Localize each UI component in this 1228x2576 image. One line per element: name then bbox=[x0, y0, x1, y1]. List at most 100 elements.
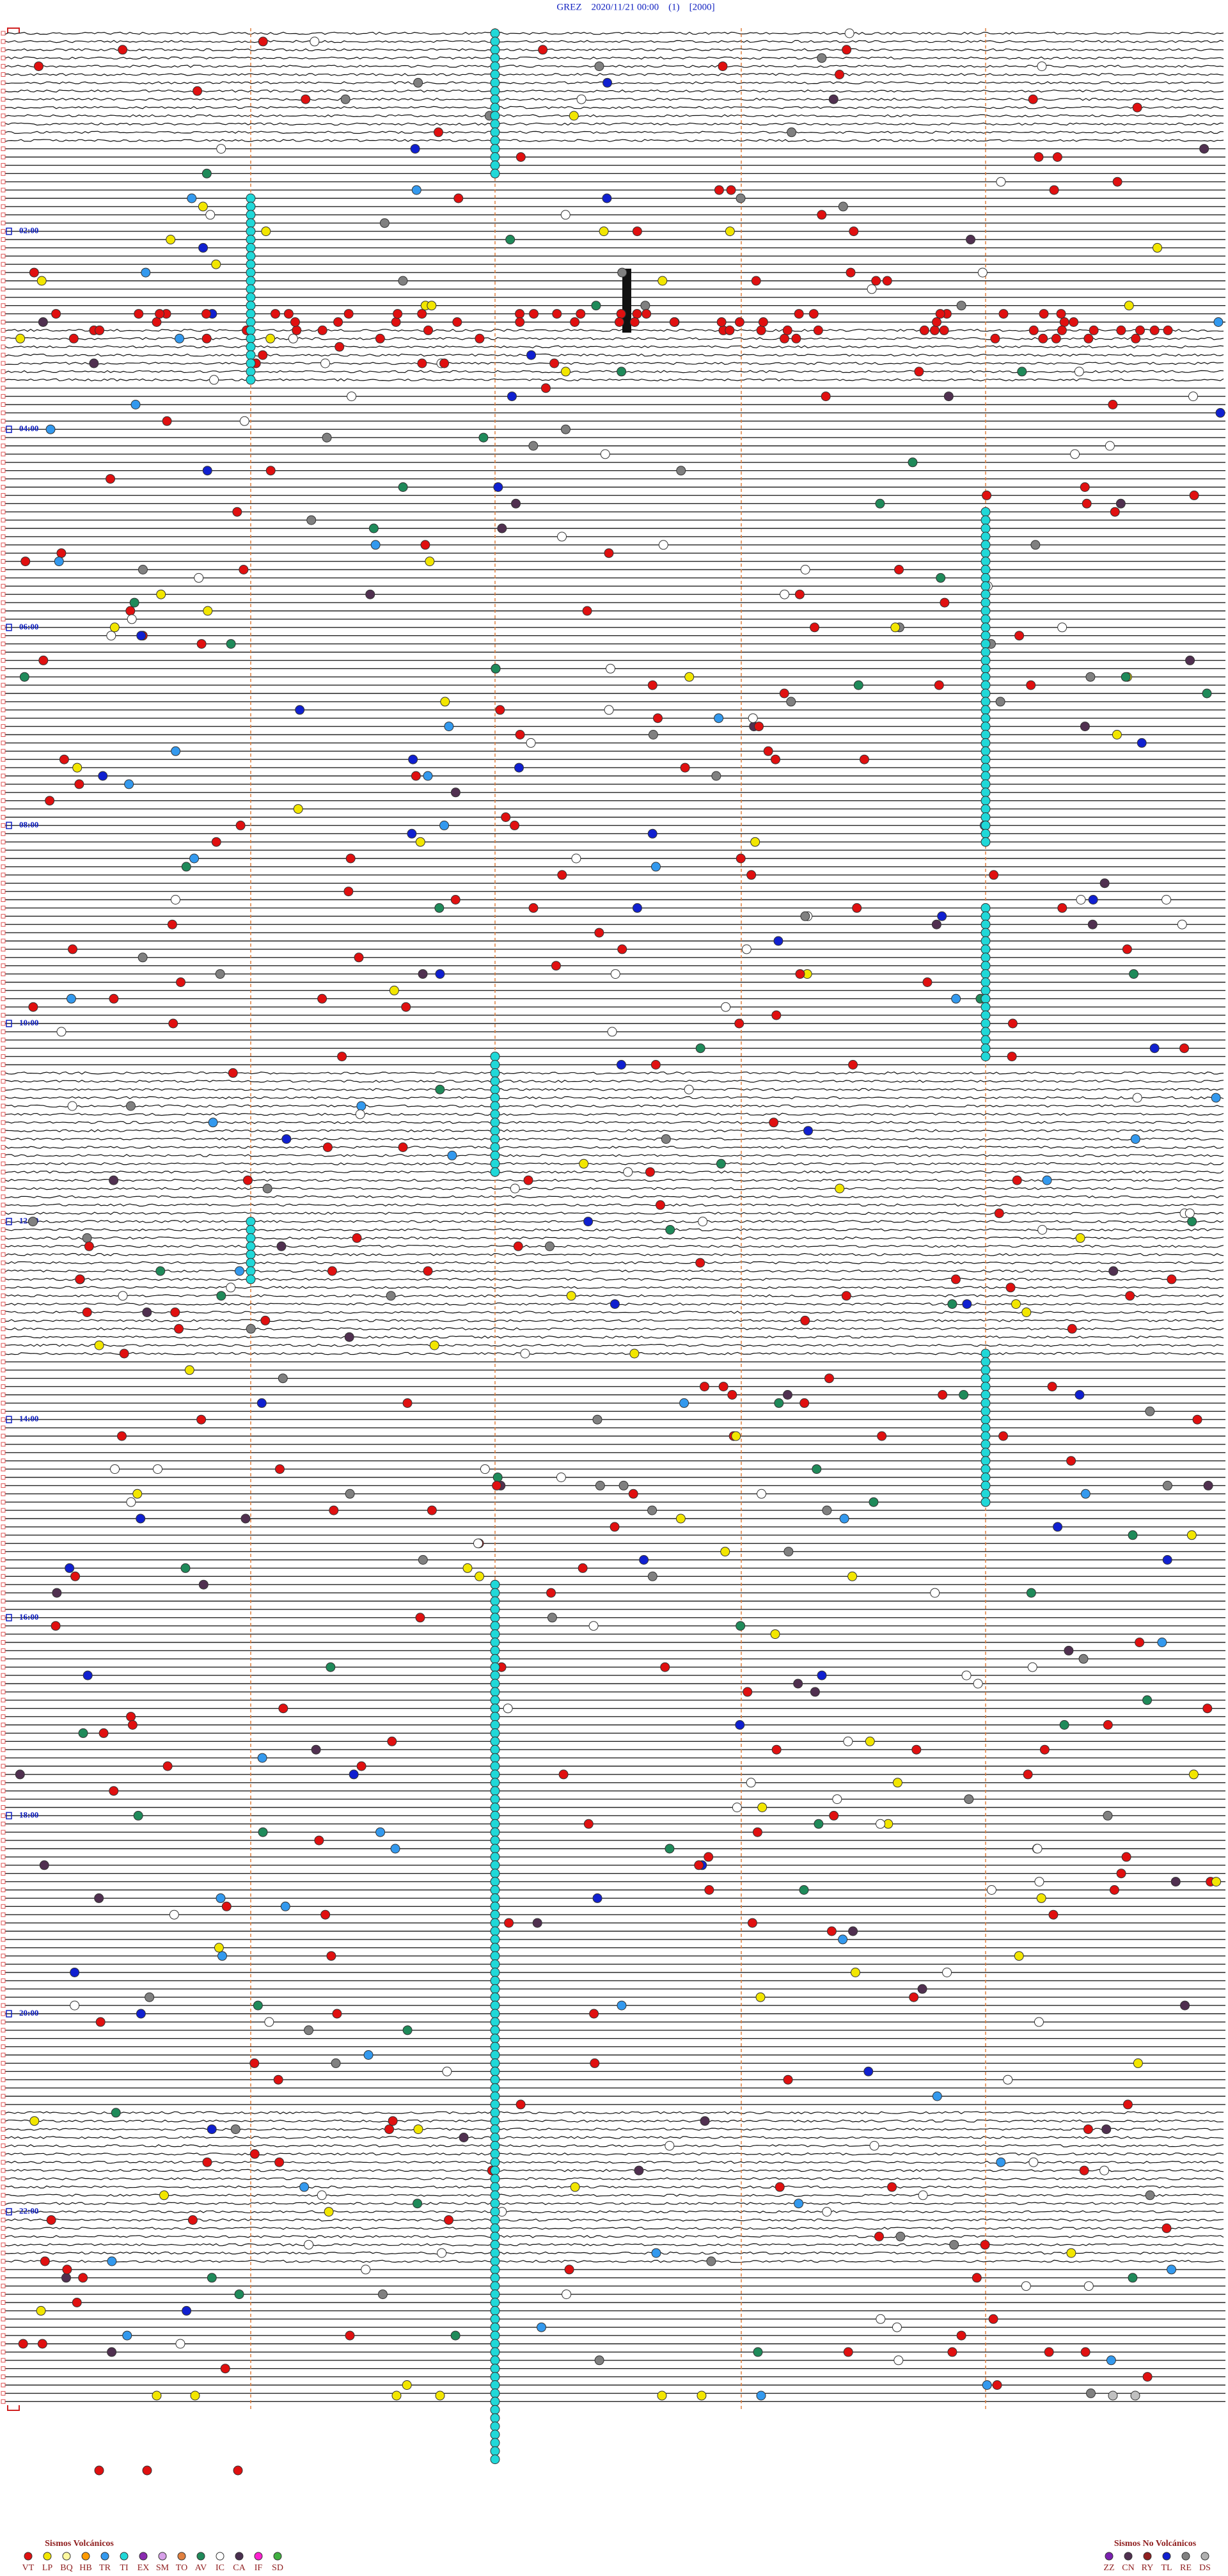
event bbox=[1089, 325, 1099, 335]
row-marker bbox=[1, 1095, 6, 1100]
event bbox=[490, 2124, 500, 2135]
legend-swatch bbox=[62, 2552, 71, 2561]
event bbox=[109, 993, 119, 1004]
event bbox=[495, 705, 505, 715]
event bbox=[490, 1613, 500, 1623]
event bbox=[207, 2273, 217, 2283]
event bbox=[647, 828, 657, 839]
event bbox=[490, 1052, 500, 1062]
event bbox=[595, 1480, 605, 1490]
trace bbox=[4, 1071, 1224, 1075]
event bbox=[415, 837, 425, 847]
legend-title: Sismos No Volcánicos bbox=[1114, 2539, 1197, 2548]
event bbox=[980, 540, 991, 550]
time-marker bbox=[6, 624, 12, 631]
event bbox=[980, 705, 991, 715]
row-marker bbox=[1, 2127, 6, 2132]
event bbox=[799, 1398, 810, 1408]
event bbox=[490, 152, 500, 162]
event bbox=[980, 820, 991, 830]
event bbox=[398, 1142, 408, 1152]
event bbox=[1007, 1052, 1017, 1062]
row-marker bbox=[1, 138, 6, 143]
event bbox=[46, 2215, 56, 2225]
event bbox=[1149, 1043, 1160, 1054]
row-marker bbox=[1, 1698, 6, 1703]
event bbox=[610, 1522, 620, 1532]
event bbox=[413, 77, 423, 88]
row-marker bbox=[1, 72, 6, 77]
trace bbox=[4, 2177, 1224, 2181]
event bbox=[377, 2289, 388, 2300]
row-marker bbox=[1, 1029, 6, 1034]
trace bbox=[4, 1153, 1224, 1157]
event bbox=[490, 1687, 500, 1697]
event bbox=[876, 2314, 886, 2324]
legend-code: RE bbox=[1180, 2563, 1192, 2573]
row-marker bbox=[1, 1888, 6, 1892]
event bbox=[980, 928, 991, 938]
event bbox=[1186, 1530, 1197, 1540]
event bbox=[734, 1018, 744, 1029]
row-marker bbox=[1, 815, 6, 819]
row-marker bbox=[1, 386, 6, 391]
event bbox=[1108, 1266, 1119, 1276]
event bbox=[980, 1002, 991, 1012]
event bbox=[490, 2000, 500, 2011]
event bbox=[632, 226, 642, 237]
event bbox=[389, 985, 399, 995]
row-marker bbox=[1, 122, 6, 127]
row-marker bbox=[1, 790, 6, 795]
row-marker bbox=[1, 1128, 6, 1134]
row-marker bbox=[1, 2135, 6, 2140]
event bbox=[490, 86, 500, 96]
event bbox=[843, 2347, 853, 2357]
row-marker bbox=[1, 1491, 6, 1496]
row-marker bbox=[1, 518, 6, 523]
event bbox=[490, 1968, 500, 1977]
event bbox=[800, 565, 810, 574]
row-marker bbox=[1, 1161, 6, 1166]
event bbox=[246, 210, 256, 220]
trace bbox=[4, 1311, 1224, 1314]
event bbox=[167, 919, 177, 929]
event bbox=[607, 1027, 617, 1037]
event bbox=[560, 424, 571, 434]
event bbox=[478, 432, 489, 443]
event bbox=[1188, 391, 1199, 402]
row-marker bbox=[1, 2390, 6, 2396]
event bbox=[748, 713, 758, 723]
event bbox=[176, 977, 186, 987]
event bbox=[980, 730, 991, 739]
event bbox=[711, 771, 721, 781]
event bbox=[490, 1844, 500, 1854]
row-marker bbox=[1, 1153, 6, 1158]
event bbox=[332, 2009, 342, 2019]
event bbox=[490, 1588, 500, 1598]
row-marker bbox=[1, 2350, 6, 2355]
row-marker bbox=[1, 105, 6, 110]
row-marker bbox=[1, 1235, 6, 1240]
event bbox=[166, 235, 176, 244]
event bbox=[980, 763, 991, 773]
event bbox=[716, 317, 727, 327]
legend-code: BQ bbox=[60, 2563, 72, 2573]
event bbox=[290, 317, 300, 327]
event bbox=[1042, 1175, 1052, 1185]
event bbox=[980, 1423, 991, 1433]
event bbox=[876, 1819, 886, 1829]
event bbox=[402, 2380, 412, 2390]
row-marker bbox=[1, 1730, 6, 1735]
event bbox=[793, 1679, 803, 1689]
row-marker bbox=[1, 1285, 6, 1290]
event bbox=[980, 515, 991, 525]
event bbox=[233, 2465, 243, 2476]
row-marker bbox=[1, 1252, 6, 1257]
event bbox=[817, 1670, 827, 1680]
trace bbox=[4, 345, 1224, 349]
event bbox=[787, 127, 797, 138]
event bbox=[1121, 1852, 1131, 1862]
row-marker bbox=[1, 996, 6, 1001]
event bbox=[591, 301, 601, 311]
event bbox=[1080, 1489, 1090, 1499]
